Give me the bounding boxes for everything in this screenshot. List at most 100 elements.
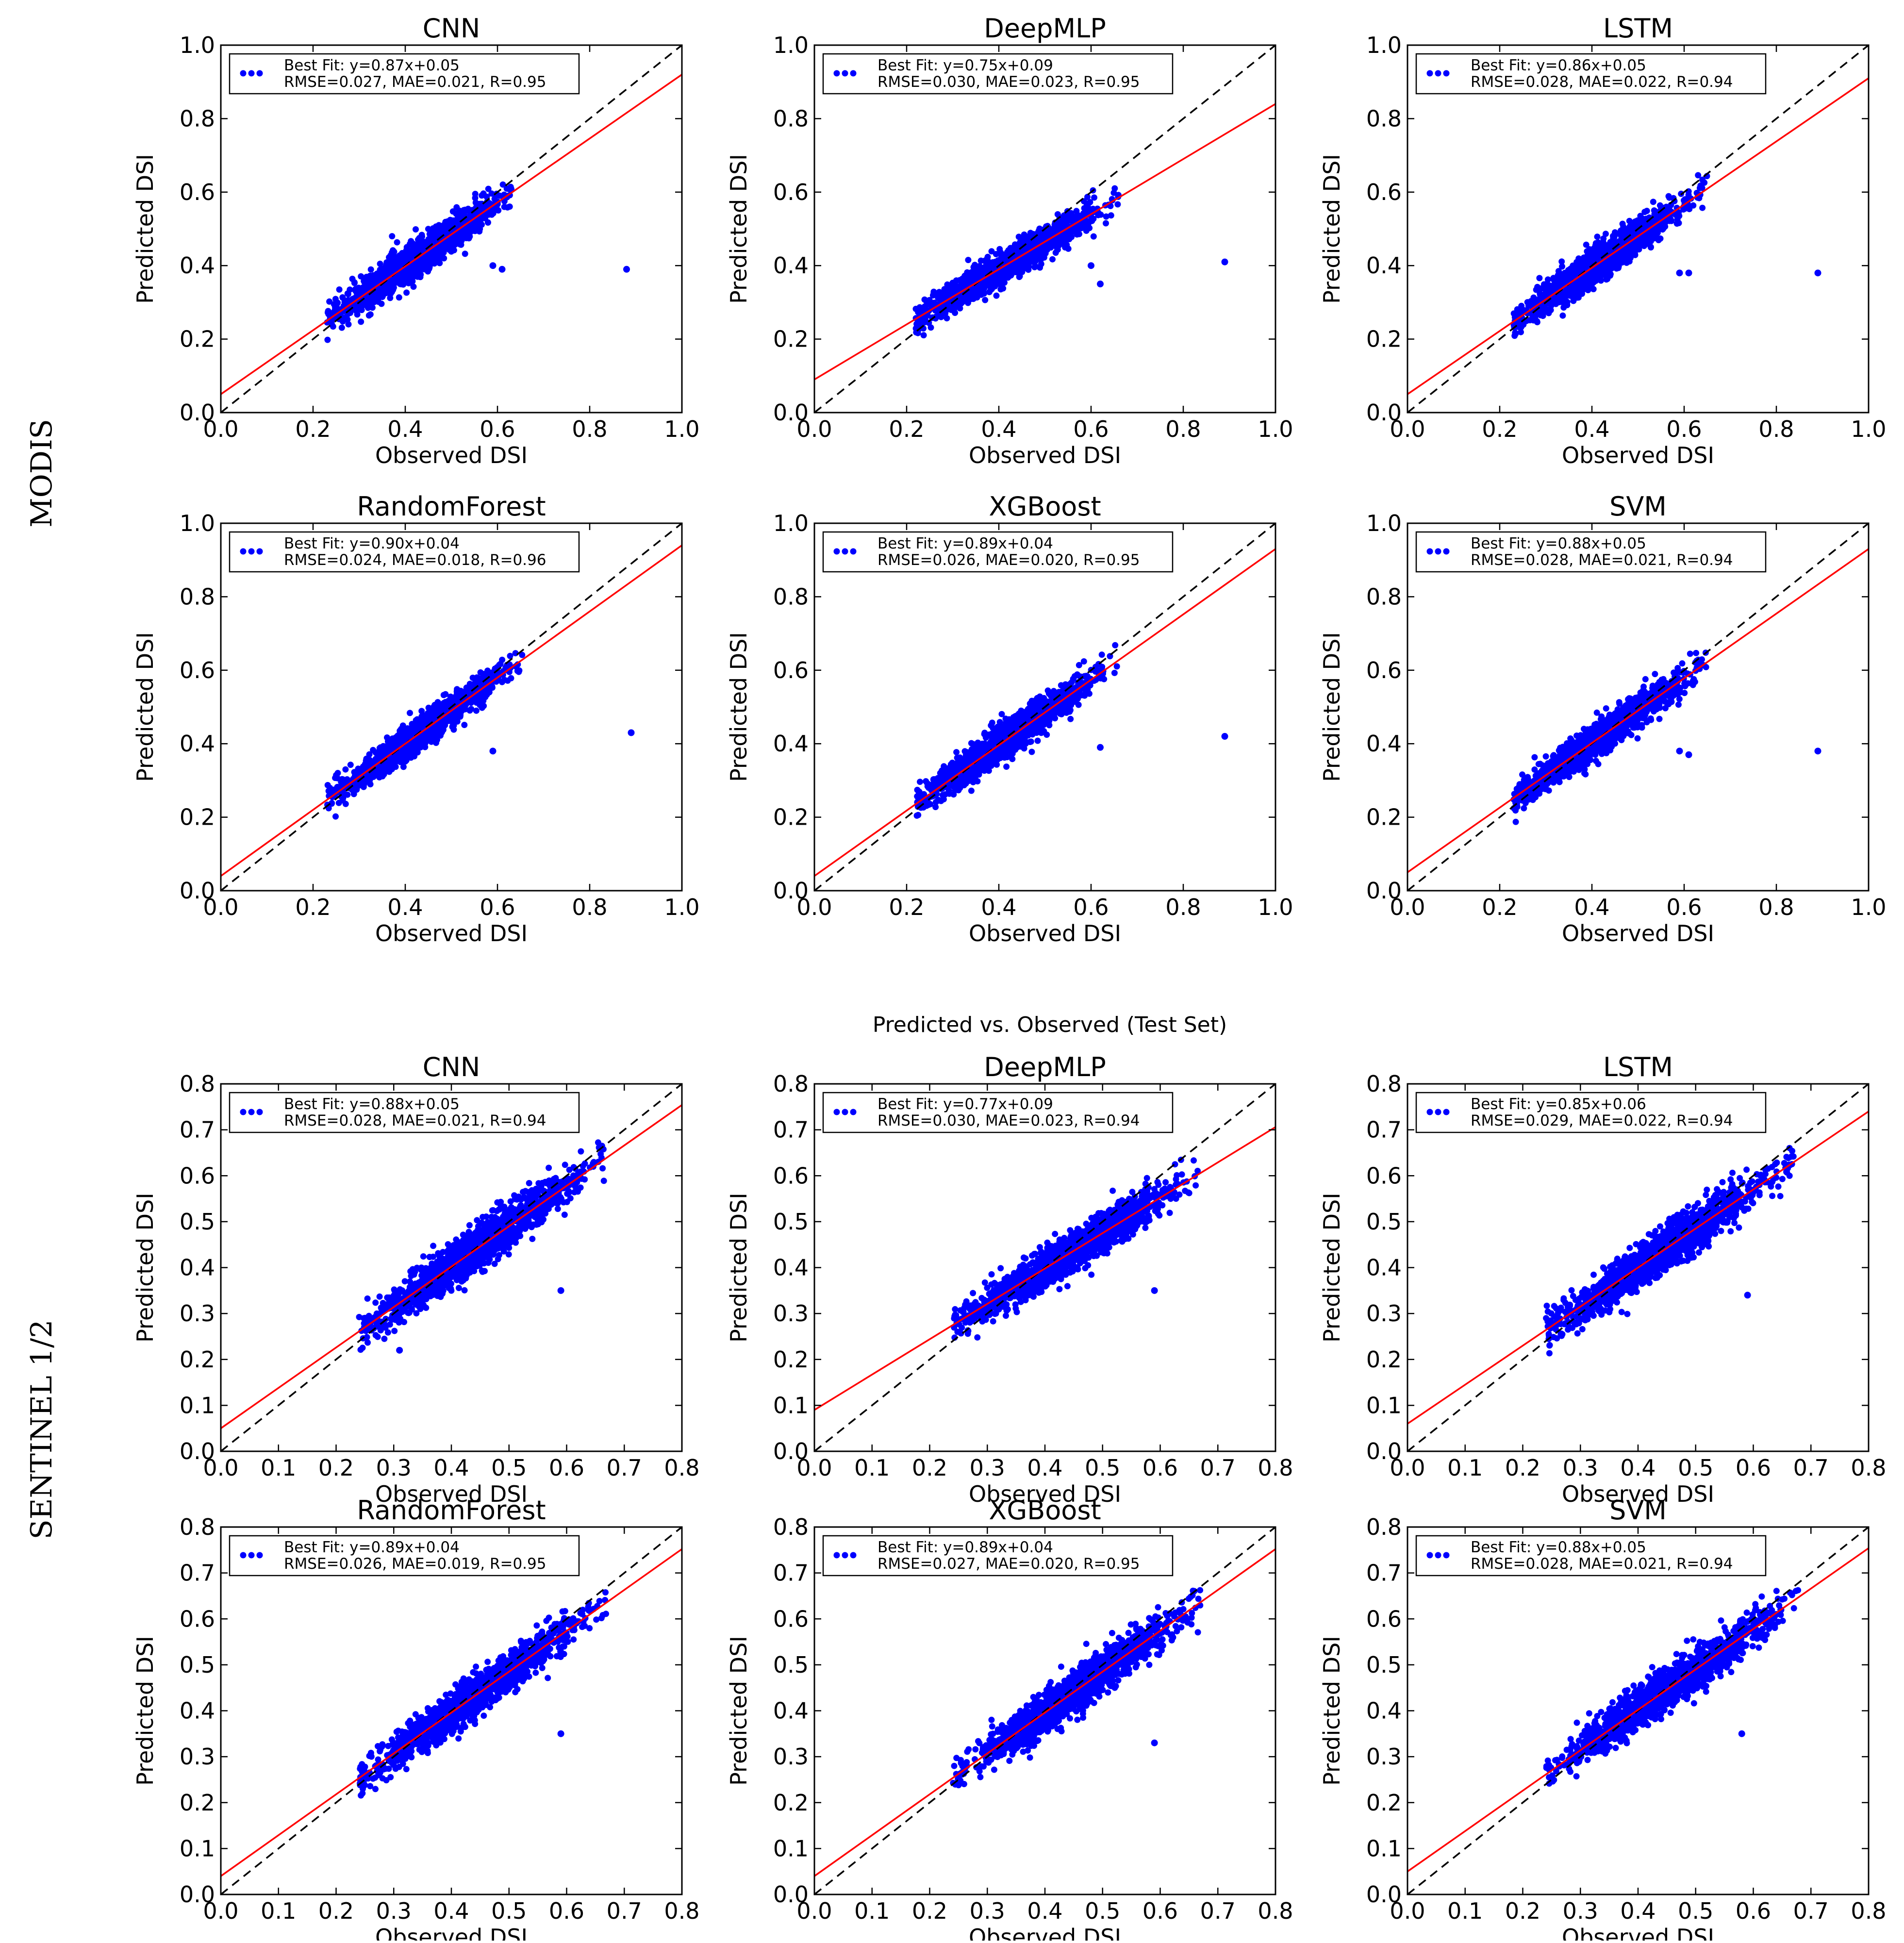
data-point <box>461 210 467 216</box>
data-point <box>1626 218 1633 224</box>
data-point <box>397 281 403 287</box>
data-point <box>993 293 1000 299</box>
data-point <box>957 305 963 312</box>
data-point <box>324 337 331 343</box>
data-point <box>1063 242 1070 248</box>
data-point <box>409 278 415 284</box>
data-point <box>992 283 998 290</box>
data-point <box>1632 251 1638 257</box>
data-point <box>462 250 468 257</box>
data-point <box>1000 285 1006 292</box>
data-point <box>922 305 928 312</box>
data-point <box>460 228 466 234</box>
legend-fit-text: Best Fit: y=0.87x+0.05 <box>284 57 460 74</box>
outlier-point <box>1097 281 1104 287</box>
legend-marker <box>842 70 848 77</box>
data-point <box>1550 275 1556 281</box>
outlier-point <box>1088 262 1094 269</box>
data-point <box>1543 308 1549 315</box>
data-point <box>361 279 367 285</box>
y-tick-label: 0.6 <box>1366 179 1402 205</box>
data-point <box>1063 215 1070 221</box>
data-point <box>368 266 374 273</box>
x-tick-label: 1.0 <box>664 416 699 442</box>
data-point <box>1620 224 1626 230</box>
data-point <box>1650 232 1656 238</box>
data-point <box>1091 195 1097 201</box>
legend-marker <box>1443 70 1450 77</box>
data-point <box>947 286 954 292</box>
data-point <box>1084 194 1091 200</box>
data-point <box>400 272 407 279</box>
legend-marker <box>248 70 255 77</box>
data-point <box>978 258 984 264</box>
data-point <box>1044 247 1050 253</box>
data-point <box>1594 233 1601 240</box>
data-point <box>504 204 511 211</box>
y-tick-label: 0.6 <box>773 179 809 205</box>
data-point <box>336 286 343 293</box>
y-tick-label: 0.8 <box>773 105 809 132</box>
data-point <box>1085 225 1092 232</box>
data-point <box>1657 235 1664 242</box>
data-point <box>1016 274 1023 280</box>
y-tick-label: 0.4 <box>180 252 215 279</box>
data-point <box>415 236 421 243</box>
data-point <box>396 294 402 300</box>
figure-suptitle: Predicted vs. Observed (Test Set) <box>873 1013 1227 1037</box>
y-axis-label: Predicted DSI <box>132 154 158 304</box>
data-point <box>1666 193 1672 199</box>
data-point <box>936 292 943 298</box>
data-point <box>408 238 414 244</box>
data-point <box>366 298 372 304</box>
y-tick-label: 0.0 <box>180 399 215 426</box>
data-point <box>1527 317 1533 323</box>
data-point <box>1541 281 1547 287</box>
data-point <box>390 252 397 258</box>
legend-marker <box>257 70 263 77</box>
y-axis-label: Predicted DSI <box>726 154 752 304</box>
data-point <box>1557 271 1563 278</box>
data-point <box>1650 199 1656 205</box>
legend-metrics-text: RMSE=0.027, MAE=0.021, R=0.95 <box>284 73 546 91</box>
legend-marker <box>850 70 857 77</box>
data-point <box>971 289 977 295</box>
y-axis-label: Predicted DSI <box>1319 154 1345 304</box>
x-tick-label: 0.8 <box>1758 416 1794 442</box>
legend-metrics-text: RMSE=0.030, MAE=0.023, R=0.95 <box>877 73 1140 91</box>
data-point <box>473 199 479 206</box>
data-point <box>1006 273 1012 279</box>
row-label-sentinel: SENTINEL 1/2 <box>25 1320 59 1540</box>
data-point <box>1648 244 1654 250</box>
data-point <box>1060 236 1066 243</box>
data-point <box>1103 220 1109 227</box>
data-point <box>1695 172 1701 179</box>
data-point <box>930 292 936 299</box>
data-point <box>1028 241 1034 248</box>
data-point <box>1538 312 1544 318</box>
outlier-point <box>1676 269 1683 276</box>
data-point <box>989 248 995 254</box>
y-tick-label: 0.0 <box>773 399 809 426</box>
legend-metrics-text: RMSE=0.028, MAE=0.022, R=0.94 <box>1471 73 1733 91</box>
data-point <box>442 242 448 248</box>
data-point <box>984 255 991 262</box>
data-point <box>1037 248 1043 254</box>
data-point <box>1534 319 1540 325</box>
legend-marker <box>1427 70 1433 77</box>
data-point <box>1640 218 1647 224</box>
data-point <box>1606 242 1612 249</box>
data-point <box>369 277 376 283</box>
x-tick-label: 0.6 <box>1666 416 1702 442</box>
x-tick-label: 1.0 <box>1851 416 1886 442</box>
data-point <box>331 301 337 307</box>
data-point <box>1584 248 1590 254</box>
data-point <box>987 277 993 283</box>
data-point <box>1524 299 1531 305</box>
outlier-point <box>623 266 630 273</box>
panel-title: LSTM <box>1603 13 1673 44</box>
x-tick-label: 0.2 <box>1482 416 1517 442</box>
